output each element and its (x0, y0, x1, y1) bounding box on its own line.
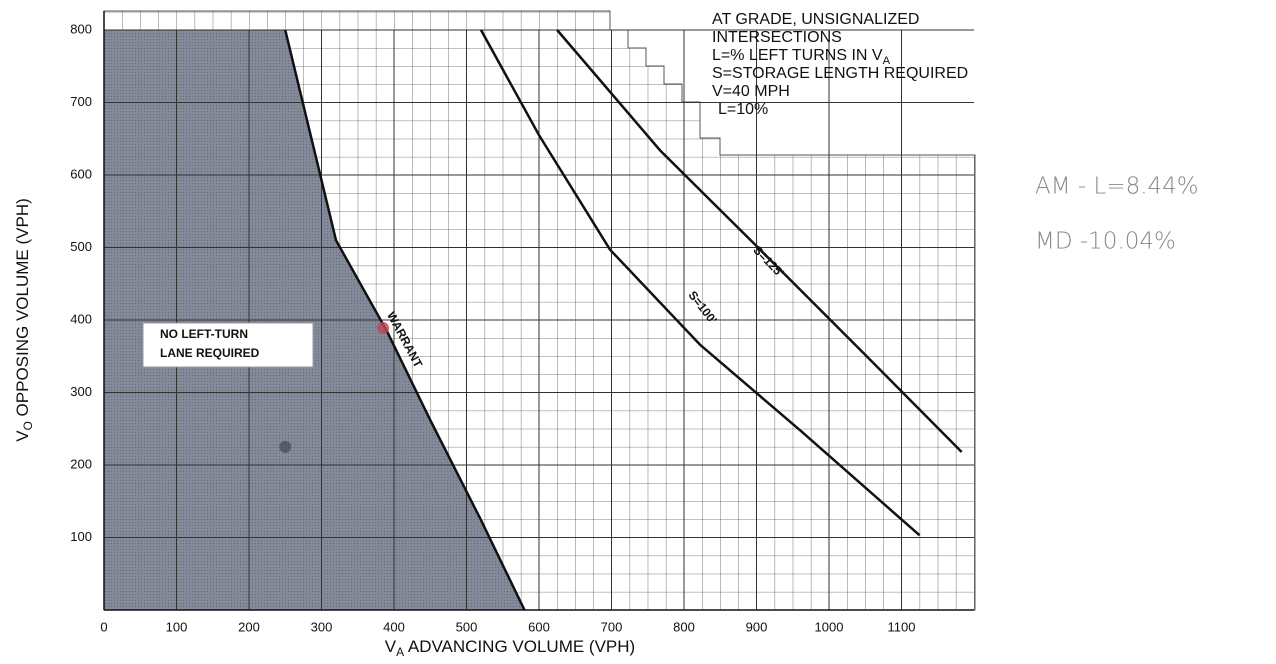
info-line: L=% LEFT TURNS IN VA (712, 47, 891, 67)
info-line: L=10% (718, 101, 768, 118)
text: V (385, 637, 397, 656)
region-label: NO LEFT-TURN (160, 327, 248, 341)
x-tick-label: 700 (601, 619, 623, 634)
info-line: S=STORAGE LENGTH REQUIRED (712, 65, 968, 82)
curve (479, 29, 921, 537)
y-tick-label: 400 (70, 311, 92, 326)
x-tick-label: 900 (746, 619, 768, 634)
y-tick-label: 600 (70, 166, 92, 181)
text: V (13, 430, 32, 442)
text: ADVANCING VOLUME (VPH) (404, 637, 635, 656)
point (377, 321, 390, 334)
x-axis-label: VA ADVANCING VOLUME (VPH) (385, 637, 635, 659)
subscript: O (21, 421, 35, 430)
y-axis-label: VO OPPOSING VOLUME (VPH) (13, 198, 35, 442)
x-tick-label: 100 (166, 619, 188, 634)
x-tick-label: 1100 (888, 619, 916, 634)
x-tick-label: 800 (673, 619, 695, 634)
note: MD -10.04% (1035, 229, 1176, 255)
curve (284, 29, 526, 611)
info-line: V=40 MPH (712, 83, 790, 100)
note: AM - L=8.44% (1035, 174, 1199, 200)
x-tick-label: 600 (528, 619, 550, 634)
y-tick-label: 800 (70, 21, 92, 36)
y-tick-label: 300 (70, 384, 92, 399)
point (279, 440, 292, 453)
y-tick-label: 500 (70, 239, 92, 254)
region-box (142, 322, 314, 368)
x-tick-label: 300 (311, 619, 333, 634)
text: OPPOSING VOLUME (VPH) (13, 198, 32, 421)
x-tick-label: 1000 (815, 619, 844, 634)
y-tick-label: 100 (70, 529, 92, 544)
curve (556, 29, 963, 453)
y-tick-label: 700 (70, 94, 92, 109)
info-line: AT GRADE, UNSIGNALIZED (712, 11, 919, 28)
x-tick-label: 0 (100, 619, 107, 634)
y-tick-label: 200 (70, 456, 92, 471)
subscript: A (883, 55, 891, 67)
subscript: A (396, 645, 404, 659)
x-tick-label: 400 (383, 619, 405, 634)
region-label: LANE REQUIRED (160, 346, 260, 360)
x-tick-label: 500 (456, 619, 478, 634)
info-line: INTERSECTIONS (712, 29, 842, 46)
text: L=% LEFT TURNS IN V (712, 47, 883, 64)
x-tick-label: 200 (238, 619, 260, 634)
